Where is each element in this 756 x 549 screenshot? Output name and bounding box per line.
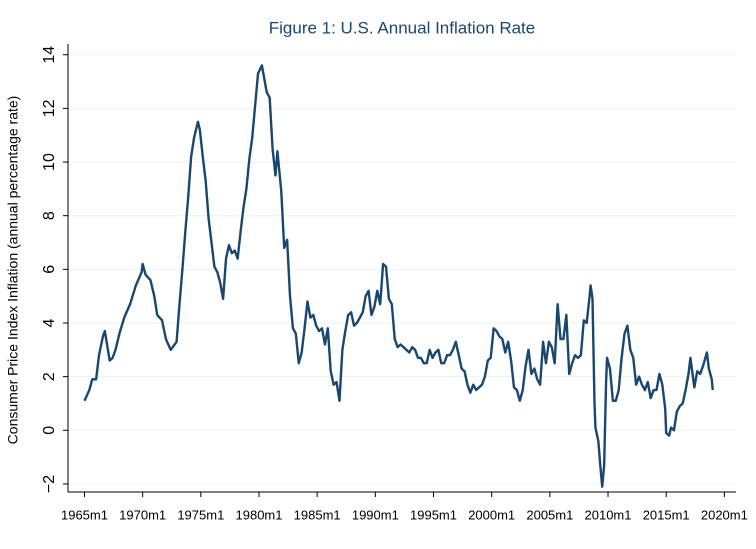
y-tick-label: 12 [41,99,58,117]
y-tick-label: 10 [41,153,58,171]
x-tick-label: 1995m1 [410,507,457,522]
y-tick-label: 14 [41,46,58,64]
x-tick-label: 1965m1 [61,507,108,522]
x-tick-label: 1980m1 [236,507,283,522]
y-tick-label: 4 [41,318,58,327]
y-axis-label: Consumer Price Index Inflation (annual p… [5,96,21,445]
y-tick-label: −2 [41,475,58,493]
x-tick-label: 2015m1 [643,507,690,522]
x-tick-label: 1975m1 [177,507,224,522]
y-tick-label: 6 [41,265,58,274]
x-tick-label: 2005m1 [526,507,573,522]
x-tick-label: 1990m1 [352,507,399,522]
x-tick-label: 1970m1 [119,507,166,522]
x-tick-label: 2010m1 [585,507,632,522]
y-tick-label: 0 [41,426,58,435]
x-tick-label: 2020m1 [701,507,748,522]
inflation-line [83,64,714,488]
x-tick-label: 2000m1 [468,507,515,522]
x-tick-label: 1985m1 [294,507,341,522]
chart-title: Figure 1: U.S. Annual Inflation Rate [269,18,536,37]
y-tick-label: 2 [41,372,58,381]
y-tick-label: 8 [41,211,58,220]
